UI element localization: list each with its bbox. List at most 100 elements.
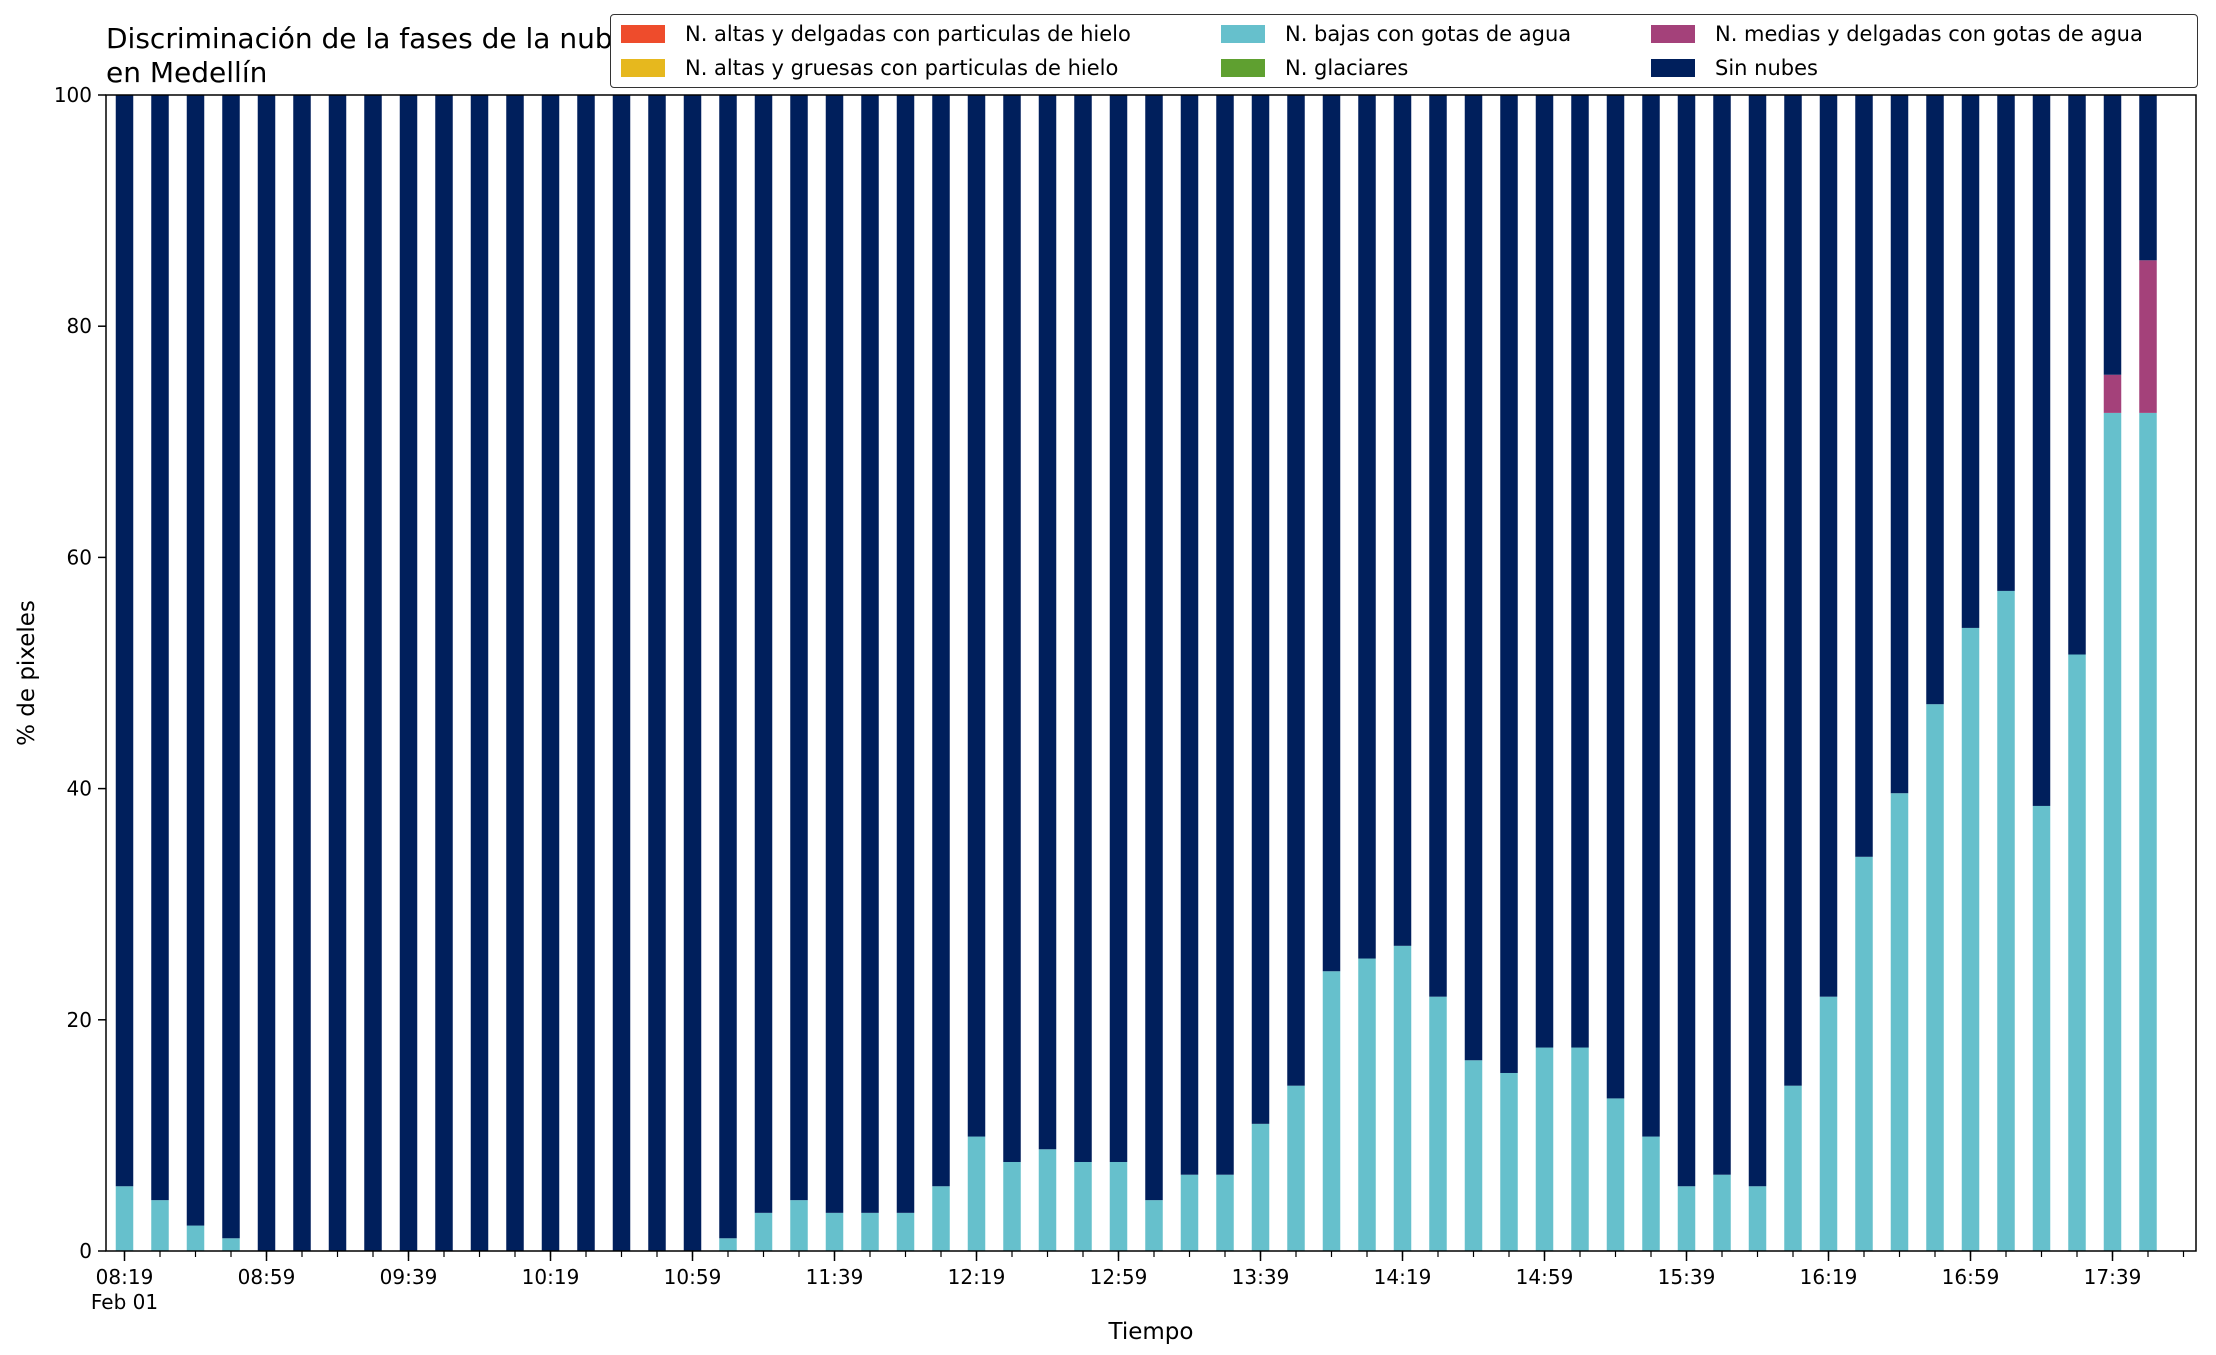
- x-tick-label: 08:19: [96, 1265, 154, 1289]
- bar-segment: [1535, 1047, 1554, 1251]
- legend-swatch: [621, 25, 665, 43]
- bar-segment: [293, 95, 311, 1251]
- bar-segment: [1926, 95, 1944, 705]
- bar-segment: [1464, 95, 1483, 1061]
- bar-segment: [1003, 1161, 1021, 1251]
- legend-label: N. altas y gruesas con particulas de hie…: [685, 56, 1119, 80]
- bar-segment: [1606, 1098, 1625, 1251]
- bar-segment: [825, 95, 844, 1213]
- bar-segment: [861, 95, 879, 1213]
- bar-segment: [115, 95, 134, 1187]
- x-tick-label: 16:19: [1800, 1265, 1858, 1289]
- y-tick-label: 60: [67, 545, 92, 569]
- x-tick-label: 13:39: [1232, 1265, 1290, 1289]
- bar-segment: [1961, 95, 1980, 628]
- legend-item: N. altas y gruesas con particulas de hie…: [621, 53, 1118, 83]
- bar-segment: [2068, 654, 2086, 1251]
- bar-segment: [1251, 1123, 1270, 1251]
- x-tick-label: 15:39: [1658, 1265, 1716, 1289]
- bar-segment: [1393, 945, 1412, 1251]
- bar-segment: [1074, 95, 1092, 1162]
- bar-segment: [1038, 95, 1057, 1150]
- x-tick-label: 14:19: [1374, 1265, 1432, 1289]
- legend-swatch: [1651, 59, 1695, 77]
- x-tick-label: 17:39: [2084, 1265, 2142, 1289]
- x-tick-label: 16:59: [1942, 1265, 2000, 1289]
- legend-item: Sin nubes: [1651, 53, 1818, 83]
- legend-label: N. bajas con gotas de agua: [1285, 22, 1572, 46]
- legend-label: Sin nubes: [1715, 56, 1818, 80]
- plot-frame: [105, 94, 2197, 1252]
- bar-segment: [364, 95, 382, 1251]
- legend-label: N. glaciares: [1285, 56, 1409, 80]
- bar-segment: [1890, 95, 1909, 794]
- bar-segment: [1429, 996, 1447, 1251]
- bar-segment: [1145, 95, 1163, 1201]
- bar-segment: [1500, 95, 1518, 1073]
- bar-segment: [2103, 374, 2122, 413]
- bar-segment: [1500, 1072, 1518, 1251]
- bar-segment: [1642, 95, 1660, 1137]
- y-axis: 0 20 40 60 80 100: [54, 83, 106, 1263]
- x-tick-label: 10:59: [664, 1265, 722, 1289]
- legend-item: N. medias y delgadas con gotas de agua: [1651, 19, 2143, 49]
- bar-segment: [1677, 1186, 1696, 1251]
- legend: N. altas y delgadas con particulas de hi…: [610, 14, 2198, 88]
- bar-segment: [1642, 1136, 1660, 1251]
- x-tick-sublabel: Feb 01: [91, 1290, 158, 1314]
- bar-segment: [1855, 95, 1873, 857]
- bar-segment: [1677, 95, 1696, 1187]
- bar-segment: [222, 1238, 240, 1251]
- bar-segment: [1961, 627, 1980, 1251]
- bar-segment: [1074, 1161, 1092, 1251]
- x-tick-label: 10:19: [522, 1265, 580, 1289]
- bar-segment: [1251, 95, 1270, 1124]
- x-tick-label: 14:59: [1516, 1265, 1574, 1289]
- bar-segment: [577, 95, 595, 1251]
- y-tick-label: 20: [67, 1008, 92, 1032]
- bar-segment: [186, 1225, 205, 1251]
- legend-swatch: [1221, 59, 1265, 77]
- bar-segment: [932, 95, 950, 1187]
- bar-segment: [754, 95, 773, 1213]
- bar-segment: [2103, 95, 2122, 375]
- bar-segment: [151, 95, 169, 1201]
- bar-segment: [1997, 95, 2015, 591]
- bar-segment: [1784, 1085, 1802, 1251]
- legend-item: N. bajas con gotas de agua: [1221, 19, 1571, 49]
- x-tick-label: 09:39: [380, 1265, 438, 1289]
- bar-segment: [2032, 95, 2051, 806]
- bar-segment: [186, 95, 205, 1226]
- bar-segment: [612, 95, 631, 1251]
- bar-segment: [151, 1200, 169, 1251]
- legend-item: N. glaciares: [1221, 53, 1408, 83]
- legend-label: N. altas y delgadas con particulas de hi…: [685, 22, 1131, 46]
- bar-segment: [1606, 95, 1625, 1099]
- bar-segment: [1819, 95, 1838, 997]
- bar-segment: [896, 95, 915, 1213]
- bar-segment: [399, 95, 418, 1251]
- x-tick-label: 12:19: [948, 1265, 1006, 1289]
- bar-segment: [932, 1186, 950, 1251]
- bar-segment: [2032, 805, 2051, 1251]
- bar-segment: [825, 1212, 844, 1251]
- bar-segment: [1216, 95, 1234, 1175]
- bar-segment: [2139, 95, 2157, 261]
- bar-segment: [435, 95, 453, 1251]
- bar-segment: [719, 95, 737, 1239]
- bar-segment: [1997, 590, 2015, 1251]
- legend-swatch: [621, 59, 665, 77]
- bar-segment: [1393, 95, 1412, 946]
- bar-segment: [1287, 95, 1305, 1086]
- bar-segment: [2139, 412, 2157, 1251]
- bar-segment: [967, 1136, 986, 1251]
- bar-segment: [1926, 704, 1944, 1251]
- bar-segment: [1109, 1161, 1128, 1251]
- x-tick-label: 08:59: [238, 1265, 296, 1289]
- bar-segment: [1748, 95, 1767, 1187]
- y-axis-label: % de pixeles: [14, 600, 40, 746]
- y-tick-label: 100: [54, 83, 92, 107]
- bar-segment: [754, 1212, 773, 1251]
- bar-segment: [1287, 1085, 1305, 1251]
